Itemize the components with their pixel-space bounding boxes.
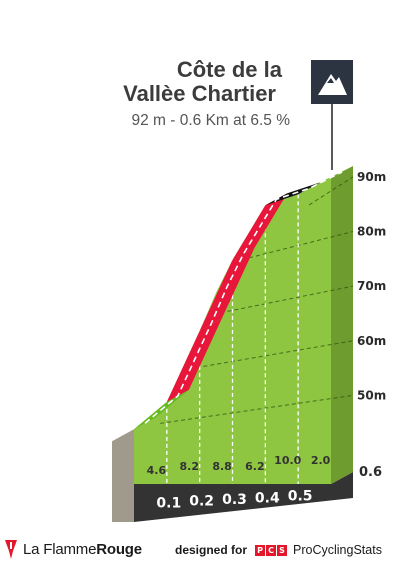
pcs-letter-s: S [277, 544, 288, 556]
climb-title-line1: Côte de la [177, 57, 283, 82]
pcs-letter-p: P [255, 544, 266, 556]
distance-tick-label: 0.3 [222, 492, 247, 508]
elevation-tick-label: 60m [357, 334, 386, 348]
brand-logo: La FlammeRouge [4, 538, 142, 560]
pcs-name: ProCyclingStats [293, 543, 382, 557]
distance-tick-label: 0.1 [156, 495, 181, 511]
distance-tick-label: 0.5 [288, 489, 313, 505]
gradient-label: 10.0 [274, 454, 301, 467]
elevation-gridline [308, 176, 354, 206]
base-band [134, 472, 353, 522]
chart-ribbon-layer [134, 166, 353, 430]
elevation-tick-label: 90m [357, 170, 386, 184]
end-distance-label: 0.6 [359, 465, 382, 480]
brand-name-bold: Rouge [96, 540, 142, 558]
gradient-label: 6.2 [245, 460, 265, 473]
gradient-label: 4.6 [147, 464, 167, 477]
elevation-gridline [213, 285, 354, 315]
climb-subtitle: 92 m - 0.6 Km at 6.5 % [131, 112, 290, 129]
base-left-face [112, 429, 134, 522]
footer: La FlammeRouge designed for P C S ProCyc… [0, 536, 405, 564]
designed-for: designed for P C S ProCyclingStats [175, 543, 382, 557]
terrain-right-face [331, 166, 353, 484]
elevation-gridline [160, 394, 354, 424]
elevation-tick-label: 50m [357, 388, 386, 402]
ribbon-center-line [144, 171, 343, 424]
designed-for-label: designed for [175, 543, 248, 557]
gradient-label: 8.2 [180, 460, 200, 473]
chart-terrain-layer [134, 166, 353, 484]
distance-tick-label: 0.2 [189, 494, 214, 510]
brand-name: La FlammeRouge [23, 541, 142, 558]
elevation-tick-label: 80m [357, 225, 386, 239]
segment-ribbon [199, 247, 255, 331]
chart-base-layer [112, 429, 353, 522]
brand-name-light: La Flamme [23, 540, 97, 558]
flame-icon [5, 540, 17, 559]
pcs-logo-icon: P C S [255, 544, 288, 556]
chart-labels-layer: 50m 60m 70m 80m 90m 4.6 8.2 8.8 6.2 10.0 2.0 0.1 0.2… [147, 170, 387, 511]
mountain-summit-icon [311, 60, 353, 104]
climb-title-line2: Vallèe Chartier [123, 81, 276, 106]
chart-grid-layer [160, 176, 354, 484]
gradient-label: 8.8 [212, 460, 232, 473]
distance-tick-label: 0.4 [255, 490, 280, 506]
gradient-label: 2.0 [311, 454, 331, 467]
elevation-tick-label: 70m [357, 279, 386, 293]
pcs-letter-c: C [266, 544, 277, 556]
